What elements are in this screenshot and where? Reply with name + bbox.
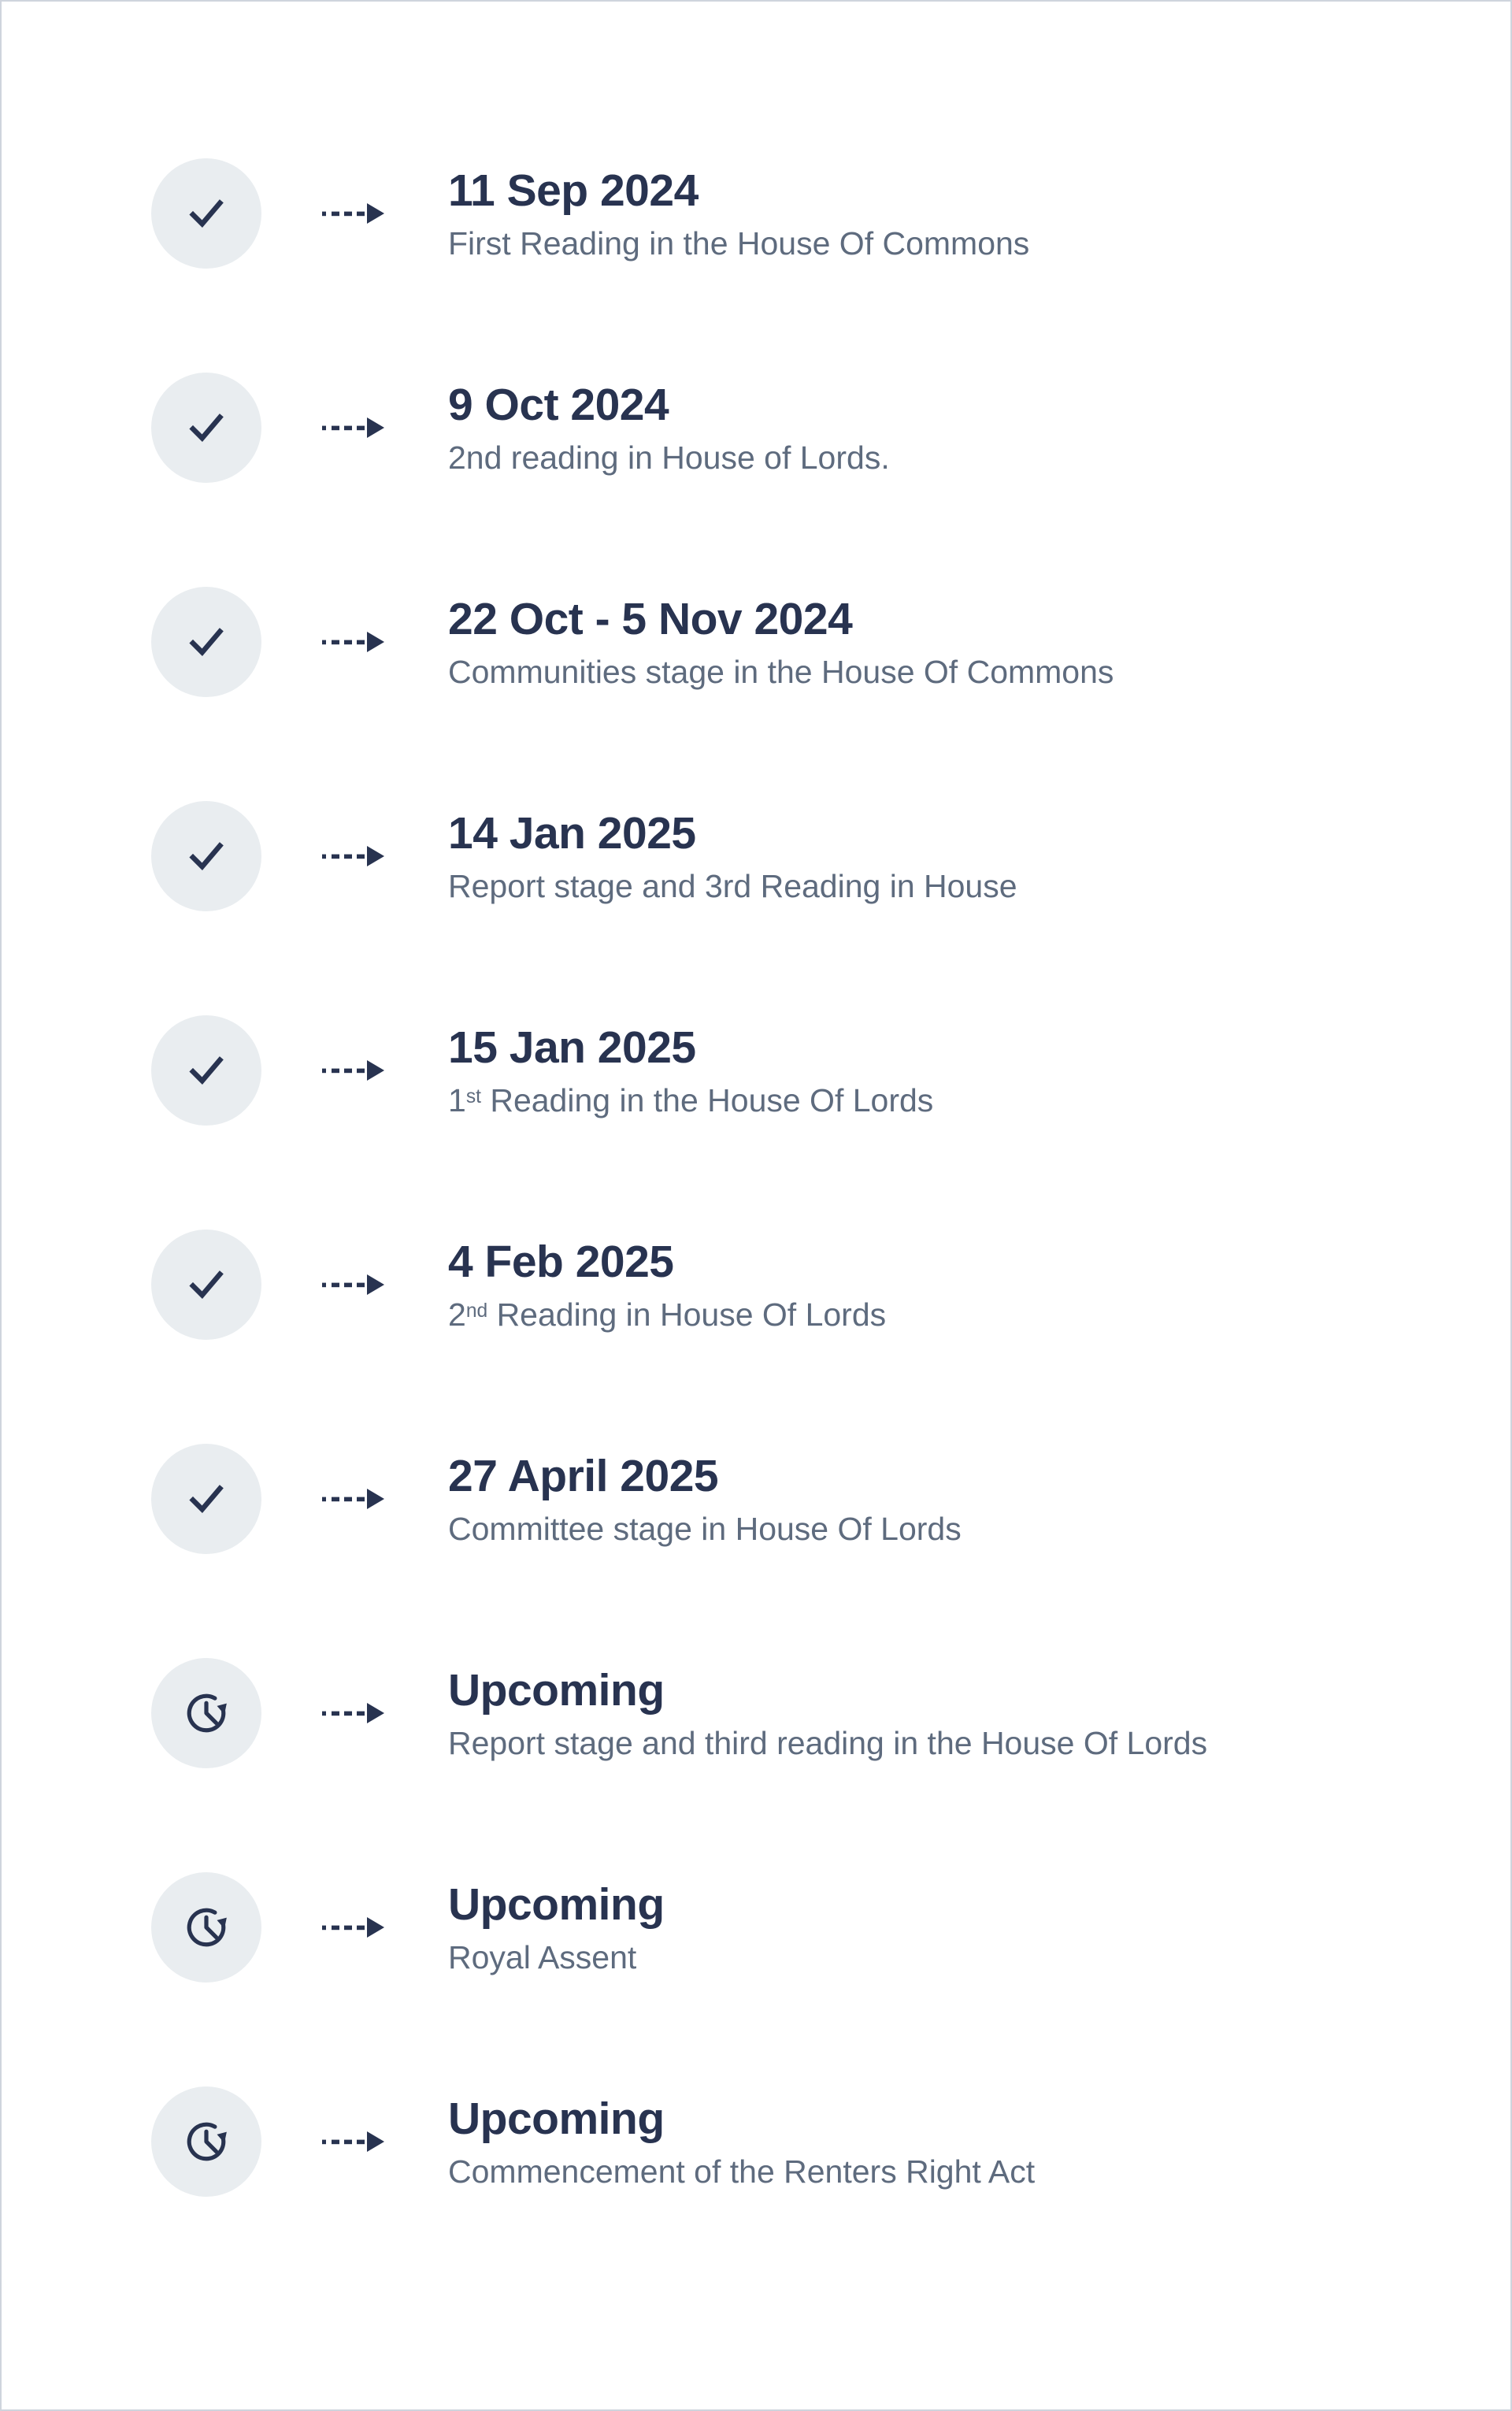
- check-icon: [189, 1270, 224, 1300]
- status-badge: [151, 1444, 261, 1554]
- item-title: 15 Jan 2025: [448, 1022, 696, 1073]
- item-title: Upcoming: [448, 1879, 665, 1930]
- dashed-arrow-icon: [322, 2131, 384, 2152]
- timeline-item: 14 Jan 2025 Report stage and 3rd Reading…: [151, 749, 1510, 963]
- item-text: Upcoming Report stage and third reading …: [448, 1664, 1207, 1763]
- timeline-item: 11 Sep 2024 First Reading in the House O…: [151, 106, 1510, 321]
- item-title: 14 Jan 2025: [448, 807, 696, 859]
- dashed-arrow-icon: [322, 1274, 384, 1295]
- check-icon: [189, 1056, 224, 1085]
- dashed-arrow-icon: [322, 632, 384, 652]
- clock-forward-icon: [187, 1908, 227, 1947]
- item-title: 11 Sep 2024: [448, 165, 699, 216]
- dashed-arrow-icon: [322, 1060, 384, 1081]
- status-badge: [151, 1658, 261, 1768]
- item-text: 11 Sep 2024 First Reading in the House O…: [448, 165, 1029, 263]
- status-badge: [151, 587, 261, 697]
- status-badge: [151, 1230, 261, 1340]
- item-text: Upcoming Royal Assent: [448, 1879, 665, 1977]
- item-text: 27 April 2025 Committee stage in House O…: [448, 1450, 962, 1549]
- dashed-arrow-icon: [322, 1489, 384, 1509]
- timeline-item: 22 Oct - 5 Nov 2024 Communities stage in…: [151, 535, 1510, 749]
- item-text: Upcoming Commencement of the Renters Rig…: [448, 2093, 1035, 2191]
- check-icon: [189, 628, 224, 657]
- item-title: 9 Oct 2024: [448, 379, 669, 430]
- item-text: 22 Oct - 5 Nov 2024 Communities stage in…: [448, 593, 1114, 692]
- item-subtitle: 2nd Reading in House Of Lords: [448, 1296, 887, 1333]
- timeline-item: Upcoming Report stage and third reading …: [151, 1606, 1510, 1820]
- item-subtitle: Commencement of the Renters Right Act: [448, 2153, 1036, 2190]
- item-title: Upcoming: [448, 2093, 665, 2144]
- item-subtitle: Report stage and third reading in the Ho…: [448, 1724, 1208, 1761]
- status-badge: [151, 373, 261, 483]
- check-icon: [189, 199, 224, 228]
- timeline: 11 Sep 2024 First Reading in the House O…: [2, 2, 1510, 2249]
- timeline-item: 15 Jan 2025 1st Reading in the House Of …: [151, 963, 1510, 1178]
- item-subtitle: First Reading in the House Of Commons: [448, 224, 1030, 262]
- item-text: 9 Oct 2024 2nd reading in House of Lords…: [448, 379, 890, 477]
- item-subtitle: Communities stage in the House Of Common…: [448, 653, 1114, 690]
- item-subtitle: Report stage and 3rd Reading in House: [448, 867, 1017, 904]
- dashed-arrow-icon: [322, 1917, 384, 1938]
- timeline-item: Upcoming Commencement of the Renters Rig…: [151, 2035, 1510, 2249]
- status-badge: [151, 2086, 261, 2197]
- status-badge: [151, 801, 261, 911]
- item-subtitle: 2nd reading in House of Lords.: [448, 439, 890, 476]
- timeline-item: 9 Oct 2024 2nd reading in House of Lords…: [151, 321, 1510, 535]
- status-badge: [151, 158, 261, 269]
- check-icon: [189, 414, 224, 443]
- dashed-arrow-icon: [322, 846, 384, 866]
- clock-forward-icon: [187, 2122, 227, 2161]
- item-subtitle: 1st Reading in the House Of Lords: [448, 1081, 934, 1118]
- item-text: 14 Jan 2025 Report stage and 3rd Reading…: [448, 807, 1017, 906]
- item-text: 15 Jan 2025 1st Reading in the House Of …: [448, 1022, 933, 1120]
- timeline-item: Upcoming Royal Assent: [151, 1820, 1510, 2035]
- check-icon: [189, 1485, 224, 1514]
- item-title: 4 Feb 2025: [448, 1236, 674, 1287]
- dashed-arrow-icon: [322, 203, 384, 224]
- item-title: 27 April 2025: [448, 1450, 719, 1501]
- check-icon: [189, 842, 224, 871]
- status-badge: [151, 1015, 261, 1126]
- status-badge: [151, 1872, 261, 1983]
- item-subtitle: Committee stage in House Of Lords: [448, 1510, 962, 1547]
- item-title: Upcoming: [448, 1664, 665, 1716]
- item-text: 4 Feb 2025 2nd Reading in House Of Lords: [448, 1236, 886, 1334]
- timeline-item: 27 April 2025 Committee stage in House O…: [151, 1392, 1510, 1606]
- dashed-arrow-icon: [322, 417, 384, 438]
- clock-forward-icon: [187, 1693, 227, 1733]
- item-title: 22 Oct - 5 Nov 2024: [448, 593, 853, 644]
- timeline-item: 4 Feb 2025 2nd Reading in House Of Lords: [151, 1178, 1510, 1392]
- item-subtitle: Royal Assent: [448, 1938, 637, 1975]
- dashed-arrow-icon: [322, 1703, 384, 1723]
